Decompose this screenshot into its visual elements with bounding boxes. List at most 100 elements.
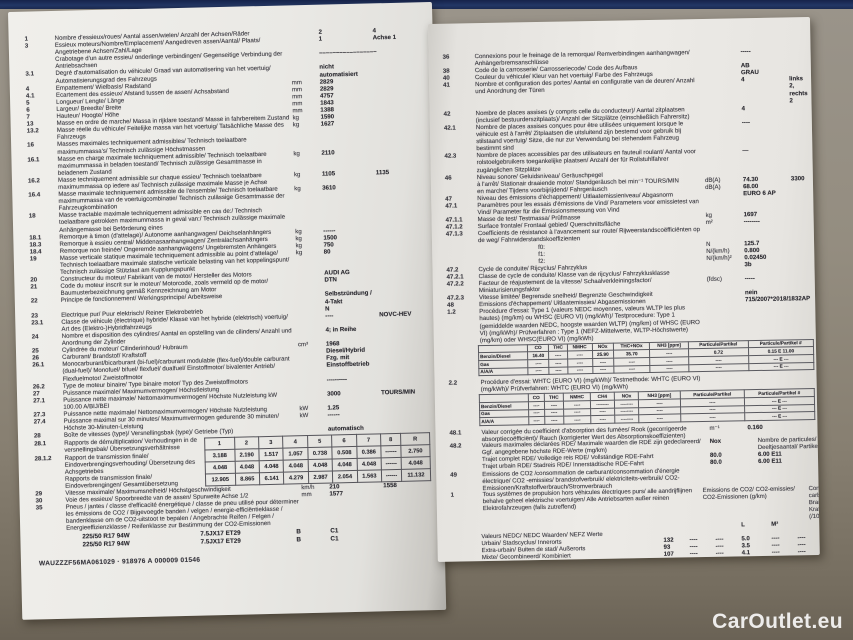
row-value-2	[381, 402, 429, 404]
row-value: 3610	[322, 184, 336, 192]
row-number: 1.2	[447, 308, 456, 317]
row-value-2	[792, 224, 806, 225]
row-unit	[302, 498, 328, 500]
row-number: 23.1	[31, 319, 44, 327]
row-value-2	[791, 189, 805, 190]
emissions-cell: A/A/A	[479, 416, 529, 426]
gear-header: 6	[331, 434, 357, 448]
row-value-2	[791, 168, 805, 169]
row-unit	[297, 291, 323, 293]
gear-header: 7	[356, 434, 381, 447]
row-value	[745, 267, 791, 269]
row-value-2	[374, 97, 422, 99]
gear-ratio-cell: 11.132	[401, 468, 431, 482]
row-number	[445, 188, 475, 190]
row-number: 22	[30, 297, 38, 306]
row-value-2	[379, 303, 427, 305]
gear-ratio-cell: 1.563	[357, 469, 382, 483]
row-unit	[706, 226, 742, 228]
gear-ratio-cell: 12.905	[205, 473, 236, 486]
co2-value-cell: ----	[689, 551, 698, 558]
emissions-cell: ----	[590, 415, 615, 424]
emissions-cell: ----	[567, 366, 593, 375]
row-number: 19	[29, 255, 37, 263]
row-number: 16.2	[27, 177, 40, 185]
emissions-cell: ----	[650, 364, 689, 373]
gear-ratio-cell: ------	[381, 469, 402, 482]
gear-header: R	[400, 433, 430, 446]
row-value: -----	[740, 48, 751, 56]
row-number: 42.1	[443, 124, 456, 132]
row-number: 42	[443, 110, 451, 118]
gear-ratio-cell: 2.987	[308, 471, 333, 484]
co2-value-cell: ----	[741, 557, 750, 562]
row-value-2	[793, 274, 807, 275]
gear-ratio-cell: 2.750	[400, 444, 431, 458]
row-value-2	[790, 118, 804, 119]
row-unit	[290, 29, 316, 31]
row-value-2	[377, 232, 425, 234]
row-value: 1105	[321, 170, 336, 178]
row-unit	[703, 48, 739, 50]
row-number: 42.3	[444, 152, 457, 161]
emissions-cell: ----	[528, 416, 545, 425]
row-number: 27.4	[33, 418, 46, 426]
row-value	[323, 205, 375, 207]
row-unit: kW	[299, 412, 309, 420]
row-label: Nombre et configuration des portes/ Aant…	[475, 77, 695, 96]
row-value-2	[793, 288, 807, 289]
row-unit	[703, 70, 739, 72]
row-unit	[705, 197, 741, 199]
co2-emissions-header: Emissions de CO2/ CO2-emissies/ CO2-Emis…	[702, 486, 796, 502]
row-value: nicht automatisiert	[319, 63, 358, 79]
emissions-cell: ----	[638, 414, 681, 423]
row-value-2	[373, 48, 421, 50]
row-unit	[706, 261, 742, 263]
gear-ratio-cell: 0.508	[332, 446, 357, 460]
row-unit: kg	[292, 121, 300, 129]
row-unit	[299, 383, 325, 385]
row-value-2	[374, 111, 422, 113]
emissions-cell: --------	[614, 414, 640, 423]
row-unit: (fdsc)	[706, 275, 723, 283]
row-value-2	[789, 68, 803, 69]
row-value-2	[375, 133, 423, 135]
row-value-2	[791, 210, 805, 211]
gear-ratio-cell: 0.386	[356, 446, 382, 459]
row-value-2	[374, 83, 422, 85]
row-value-2	[379, 289, 427, 291]
row-number: 47.1.3	[445, 230, 463, 239]
co2-value-cell: ----	[715, 550, 724, 558]
row-number: 48.2	[449, 443, 462, 450]
row-number: 13.2	[26, 127, 39, 135]
right-page-content: 36 Connexions pour le freinage de la remo…	[443, 47, 820, 562]
row-unit	[296, 270, 322, 272]
row-number: 28.1.2	[34, 454, 52, 463]
row-value-2: links 2, rechts 2	[789, 75, 808, 105]
row-value-2	[380, 338, 428, 340]
row-number	[446, 252, 476, 254]
co2-value-cell: ----	[715, 557, 724, 562]
row-unit	[704, 119, 740, 121]
emissions-cell: ----	[564, 415, 591, 424]
row-value-2	[379, 324, 427, 326]
gear-ratio-cell: 1.517	[258, 448, 284, 461]
row-value-2	[793, 302, 807, 303]
row-value: —	[742, 147, 749, 155]
vehicle-identification-line: WAUZZZF56MA061029 · 918976 A 000009 0154…	[38, 556, 201, 567]
gear-ratio-cell: 4.048	[356, 457, 382, 471]
row-value-2	[375, 147, 423, 149]
row-value-2	[376, 182, 424, 184]
row-value-2	[383, 488, 431, 490]
row-value: 1627	[320, 120, 335, 128]
emissions-cell: ----	[680, 412, 745, 422]
row-value-2	[377, 204, 425, 206]
gear-header: 4	[282, 435, 308, 449]
row-value-2	[377, 239, 425, 241]
row-number: 26.1	[32, 361, 45, 369]
gear-ratio-cell: 0.738	[307, 447, 333, 460]
row-unit	[707, 268, 743, 270]
row-number: 48.1	[449, 429, 462, 437]
row-value: 80	[323, 248, 331, 256]
row-unit	[705, 190, 741, 192]
